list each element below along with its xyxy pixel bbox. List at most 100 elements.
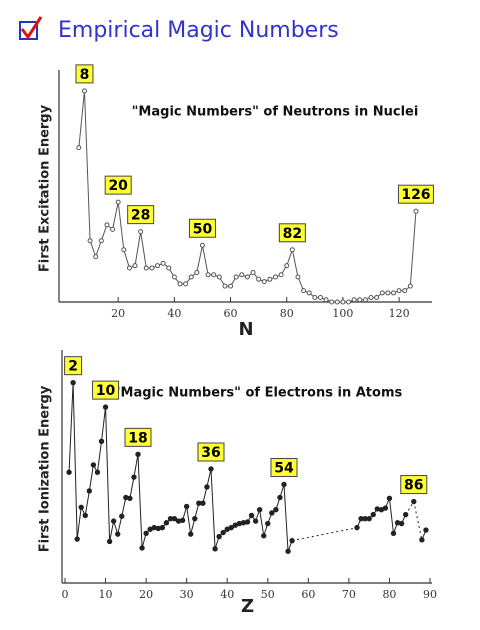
data-point: [267, 276, 273, 282]
data-point: [98, 438, 105, 445]
data-point: [252, 518, 259, 524]
data-point: [256, 507, 263, 513]
data-line: [68, 382, 427, 552]
data-point: [131, 474, 137, 480]
magic-label-text: 82: [283, 226, 302, 242]
data-point: [354, 524, 360, 531]
gap-connector: [413, 501, 423, 540]
data-point: [90, 462, 97, 468]
x-tick-label: 30: [180, 588, 194, 601]
data-point: [139, 545, 145, 551]
data-point: [285, 548, 291, 554]
data-point: [110, 226, 116, 232]
magic-label-box: [124, 427, 152, 447]
data-point: [411, 498, 417, 505]
data-point: [244, 274, 250, 280]
x-tick-label: 10: [99, 588, 113, 601]
magic-label-box: [75, 64, 94, 84]
magic-label-box: [400, 475, 428, 495]
data-point: [402, 288, 408, 294]
data-point: [126, 265, 132, 271]
data-point: [171, 274, 177, 280]
data-point: [379, 290, 385, 296]
magic-label-text: 54: [274, 460, 294, 476]
data-point: [183, 281, 189, 287]
data-point: [362, 297, 368, 303]
data-point: [329, 299, 335, 305]
x-tick-label: 50: [261, 588, 275, 601]
x-tick-label: 70: [342, 588, 356, 601]
data-point: [188, 274, 194, 280]
data-point: [188, 531, 194, 537]
data-point: [171, 515, 178, 522]
magic-label: 126: [397, 184, 434, 204]
data-point: [93, 254, 99, 260]
data-point: [413, 208, 419, 214]
data-point: [205, 272, 211, 278]
magic-label: 50: [188, 218, 216, 238]
data-point: [76, 145, 82, 151]
data-point: [390, 530, 397, 537]
data-point: [334, 299, 340, 305]
magic-label: 86: [400, 475, 428, 495]
data-point: [86, 488, 93, 494]
data-point: [163, 520, 170, 526]
x-tick-label: 40: [167, 307, 181, 320]
data-point: [301, 288, 307, 294]
magic-label-box: [127, 205, 155, 225]
chart-title: "Magic Numbers" of Neutrons in Nuclei: [132, 105, 419, 120]
data-point: [104, 222, 110, 228]
data-point: [121, 247, 127, 253]
data-point: [183, 503, 190, 510]
magic-label-box: [188, 218, 216, 238]
data-point: [312, 294, 318, 300]
data-point: [390, 290, 396, 296]
data-point: [179, 517, 186, 523]
magic-label-text: 8: [80, 67, 90, 83]
data-point: [289, 537, 295, 544]
magic-label-text: 10: [96, 383, 116, 399]
data-point: [346, 299, 352, 305]
data-point: [295, 274, 301, 280]
data-point: [204, 484, 210, 490]
magic-label-text: 36: [201, 445, 220, 461]
data-point: [366, 515, 372, 522]
data-point: [261, 279, 267, 285]
data-point: [340, 299, 346, 305]
data-point: [106, 538, 113, 545]
data-point: [306, 290, 312, 296]
data-point: [70, 379, 76, 386]
data-point: [192, 515, 198, 522]
data-point: [159, 524, 166, 531]
data-point: [357, 297, 363, 303]
magic-label-box: [397, 184, 434, 204]
magic-label-box: [104, 175, 132, 195]
magic-label-text: 18: [128, 430, 147, 446]
data-point: [82, 512, 88, 519]
data-point: [248, 512, 255, 519]
data-point: [127, 495, 133, 502]
data-point: [233, 274, 239, 280]
data-point: [194, 269, 200, 275]
magic-label: 82: [278, 223, 306, 243]
data-point: [211, 272, 217, 278]
magic-label-text: 50: [193, 221, 213, 237]
data-point: [370, 511, 376, 518]
x-tick-label: 20: [111, 307, 125, 320]
data-point: [317, 294, 323, 300]
data-point: [199, 242, 205, 248]
data-point: [87, 238, 93, 244]
magic-label: 10: [92, 380, 120, 400]
data-point: [166, 265, 172, 271]
data-point: [374, 294, 380, 300]
data-point: [284, 263, 290, 269]
x-axis-label: Z: [241, 596, 254, 617]
data-point: [278, 272, 284, 278]
data-point: [402, 511, 409, 518]
data-point: [423, 527, 429, 533]
y-axis-label: First Ionization Energy: [38, 385, 53, 552]
data-point: [250, 269, 256, 275]
magic-label: 54: [270, 457, 298, 477]
x-tick-label: 20: [139, 588, 153, 601]
data-point: [269, 510, 275, 516]
